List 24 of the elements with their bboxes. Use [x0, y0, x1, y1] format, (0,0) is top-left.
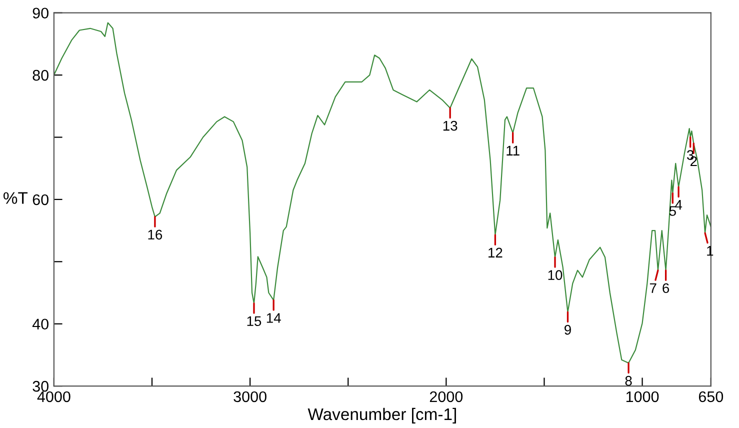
- y-tick-label: 30: [32, 380, 48, 392]
- annotation: 10: [548, 270, 562, 280]
- annotation: 14: [266, 313, 281, 323]
- y-tick-label: 40: [32, 318, 48, 330]
- x-axis-title: Wavenumber [cm-1]: [308, 408, 456, 424]
- annotation: 7: [650, 283, 656, 293]
- y-tick-label: 80: [32, 70, 48, 81]
- annotation: 6: [662, 283, 670, 294]
- y-tick-label: 90: [32, 8, 48, 19]
- x-tick-label: 3000: [234, 391, 266, 402]
- x-tick-label: 2000: [430, 391, 463, 402]
- annotation: 15: [247, 316, 262, 326]
- y-tick-label: 60: [32, 194, 48, 206]
- y-axis-title: %T: [4, 192, 28, 204]
- x-tick-label: 1000: [626, 391, 659, 402]
- annotation: 12: [488, 248, 502, 258]
- x-tick-label: 650: [698, 391, 724, 402]
- annotation: 13: [443, 120, 458, 131]
- annotation: 4: [675, 200, 682, 210]
- annotation: 16: [148, 230, 162, 240]
- x-tick-label: 4000: [37, 391, 70, 402]
- annotation: 9: [564, 324, 571, 335]
- annotation: 8: [625, 376, 632, 386]
- annotation: 11: [506, 146, 520, 156]
